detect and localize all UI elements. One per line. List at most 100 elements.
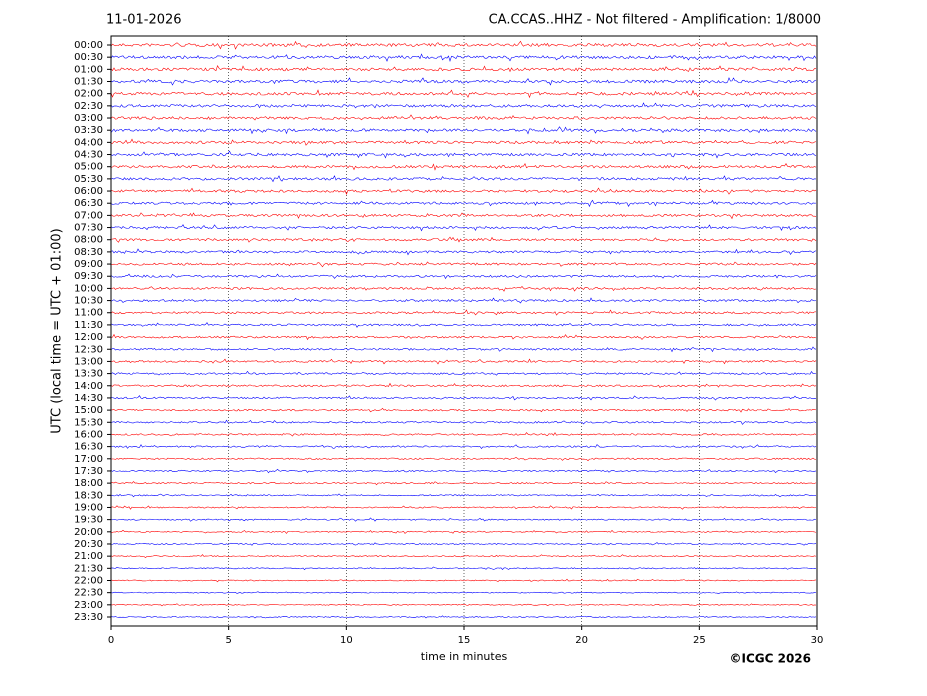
trace bbox=[110, 542, 817, 546]
x-tick-label: 0 bbox=[108, 635, 114, 646]
trace bbox=[110, 199, 817, 208]
trace bbox=[110, 224, 817, 232]
y-tick-label: 06:30 bbox=[74, 198, 103, 209]
y-tick-label: 20:00 bbox=[74, 527, 103, 538]
trace bbox=[110, 322, 817, 328]
trace bbox=[110, 615, 817, 619]
trace bbox=[110, 493, 817, 498]
y-tick-label: 00:00 bbox=[74, 40, 103, 51]
y-tick-label: 12:00 bbox=[74, 332, 103, 343]
y-tick-label: 13:00 bbox=[74, 356, 103, 367]
trace bbox=[110, 456, 817, 462]
trace bbox=[110, 77, 817, 86]
y-tick-label: 15:00 bbox=[74, 405, 103, 416]
trace bbox=[110, 297, 817, 304]
y-tick-label: 03:30 bbox=[74, 125, 103, 136]
trace bbox=[110, 286, 817, 292]
y-tick-label: 11:30 bbox=[74, 320, 103, 331]
trace bbox=[110, 40, 817, 50]
y-tick-label: 20:30 bbox=[74, 539, 103, 550]
x-axis-label: time in minutes bbox=[421, 650, 508, 663]
y-tick-label: 18:30 bbox=[74, 490, 103, 501]
y-tick-label: 02:00 bbox=[74, 89, 103, 100]
x-tick-label: 20 bbox=[575, 635, 588, 646]
trace bbox=[110, 114, 817, 121]
x-tick-label: 25 bbox=[693, 635, 706, 646]
x-tick-label: 5 bbox=[225, 635, 231, 646]
trace bbox=[110, 309, 817, 316]
copyright: ©ICGC 2026 bbox=[729, 652, 811, 666]
trace bbox=[110, 419, 817, 425]
trace bbox=[110, 273, 817, 280]
trace bbox=[110, 53, 817, 62]
trace bbox=[110, 407, 817, 413]
y-tick-label: 03:00 bbox=[74, 113, 103, 124]
trace bbox=[110, 346, 817, 353]
y-tick-label: 02:30 bbox=[74, 101, 103, 112]
y-tick-label: 04:00 bbox=[74, 137, 103, 148]
y-tick-label: 22:00 bbox=[74, 575, 103, 586]
trace bbox=[110, 333, 817, 341]
y-tick-label: 07:30 bbox=[74, 223, 103, 234]
y-tick-label: 18:00 bbox=[74, 478, 103, 489]
y-tick-label: 17:00 bbox=[74, 454, 103, 465]
x-tick-label: 30 bbox=[811, 635, 824, 646]
x-tick-label: 15 bbox=[458, 635, 471, 646]
trace bbox=[110, 603, 817, 607]
y-tick-label: 21:00 bbox=[74, 551, 103, 562]
y-tick-label: 08:00 bbox=[74, 235, 103, 246]
y-tick-label: 01:30 bbox=[74, 77, 103, 88]
y-axis-label: UTC (local time = UTC + 01:00) bbox=[50, 228, 65, 433]
y-tick-label: 12:30 bbox=[74, 344, 103, 355]
trace bbox=[110, 505, 817, 510]
y-tick-label: 00:30 bbox=[74, 52, 103, 63]
y-tick-label: 15:30 bbox=[74, 417, 103, 428]
trace bbox=[110, 554, 817, 559]
y-tick-label: 04:30 bbox=[74, 150, 103, 161]
y-tick-label: 16:30 bbox=[74, 442, 103, 453]
y-tick-label: 21:30 bbox=[74, 563, 103, 574]
y-tick-label: 09:00 bbox=[74, 259, 103, 270]
plot-frame bbox=[110, 35, 818, 627]
trace bbox=[110, 212, 817, 220]
y-tick-label: 09:30 bbox=[74, 271, 103, 282]
trace bbox=[110, 432, 817, 437]
y-tick-label: 07:00 bbox=[74, 210, 103, 221]
trace bbox=[110, 517, 817, 522]
y-tick-label: 01:00 bbox=[74, 64, 103, 75]
trace bbox=[110, 444, 817, 449]
trace bbox=[110, 102, 817, 109]
trace bbox=[110, 481, 817, 486]
y-tick-label: 06:00 bbox=[74, 186, 103, 197]
trace bbox=[110, 370, 817, 376]
trace bbox=[110, 468, 817, 474]
trace bbox=[110, 529, 817, 534]
trace bbox=[110, 248, 817, 256]
y-tick-label: 19:00 bbox=[74, 502, 103, 513]
trace bbox=[110, 591, 817, 595]
y-tick-label: 13:30 bbox=[74, 369, 103, 380]
y-tick-label: 14:00 bbox=[74, 381, 103, 392]
y-tick-label: 17:30 bbox=[74, 466, 103, 477]
x-tick-label: 10 bbox=[340, 635, 353, 646]
y-tick-label: 23:30 bbox=[74, 612, 103, 623]
trace bbox=[110, 138, 817, 146]
trace bbox=[110, 162, 817, 171]
y-tick-label: 22:30 bbox=[74, 588, 103, 599]
trace bbox=[110, 395, 817, 401]
trace bbox=[110, 64, 816, 73]
y-tick-label: 19:30 bbox=[74, 515, 103, 526]
y-tick-label: 05:00 bbox=[74, 162, 103, 173]
y-tick-label: 23:00 bbox=[74, 600, 103, 611]
trace bbox=[110, 358, 817, 365]
trace bbox=[110, 382, 817, 388]
y-tick-label: 10:00 bbox=[74, 283, 103, 294]
trace bbox=[110, 566, 817, 571]
chart-title: CA.CCAS..HHZ - Not filtered - Amplificat… bbox=[489, 13, 821, 28]
trace bbox=[110, 175, 817, 183]
trace bbox=[110, 236, 817, 243]
y-tick-label: 08:30 bbox=[74, 247, 103, 258]
y-tick-label: 05:30 bbox=[74, 174, 103, 185]
trace bbox=[110, 261, 817, 268]
y-tick-label: 11:00 bbox=[74, 308, 103, 319]
